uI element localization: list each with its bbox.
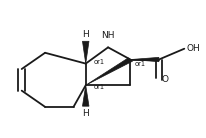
Text: or1: or1 [94, 84, 105, 90]
Polygon shape [130, 57, 159, 62]
Polygon shape [86, 58, 132, 85]
Text: H: H [82, 109, 89, 118]
Text: H: H [82, 30, 89, 39]
Text: or1: or1 [94, 59, 105, 65]
Polygon shape [82, 85, 89, 106]
Text: or1: or1 [135, 61, 145, 67]
Text: OH: OH [187, 44, 200, 53]
Text: NH: NH [101, 31, 115, 40]
Text: O: O [161, 75, 168, 84]
Polygon shape [82, 41, 89, 64]
